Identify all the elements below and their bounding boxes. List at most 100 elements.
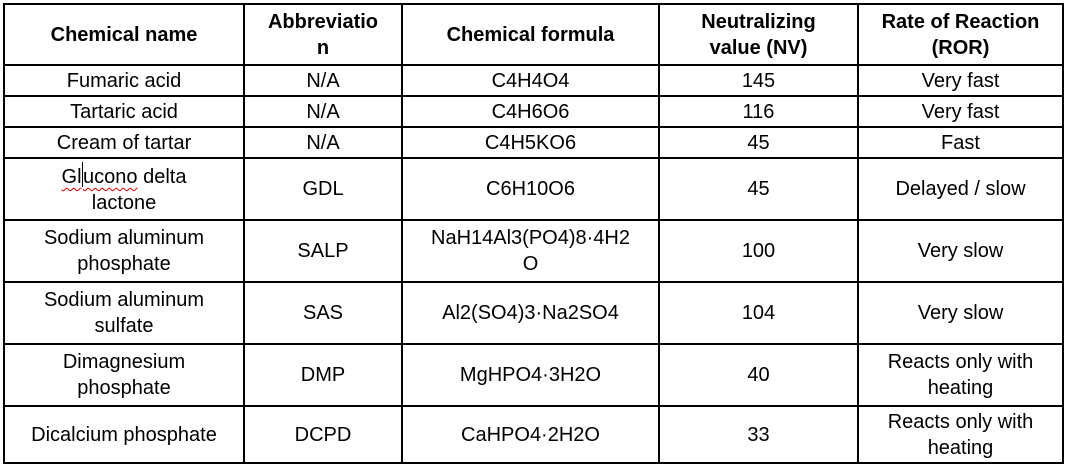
table-row: Cream of tartar N/A C4H5KO6 45 Fast bbox=[3, 126, 1064, 159]
cell-value: Sodium aluminum sulfate bbox=[43, 289, 205, 337]
cell-value: SALP bbox=[297, 240, 349, 262]
cell-abbreviation[interactable]: N/A bbox=[243, 126, 403, 159]
header-label: Neutralizing value (NV) bbox=[701, 10, 816, 59]
cell-value: Sodium aluminum phosphate bbox=[43, 227, 205, 275]
cell-ror[interactable]: Very slow bbox=[857, 281, 1064, 345]
cell-value: Dicalcium phosphate bbox=[31, 423, 217, 446]
cell-chemical-name[interactable]: Dicalcium phosphate bbox=[3, 405, 245, 464]
cell-abbreviation[interactable]: SAS bbox=[243, 281, 403, 345]
cell-chemical-name[interactable]: Sodium aluminum sulfate bbox=[3, 281, 245, 345]
glucono-line-1: Glucono delta bbox=[9, 162, 239, 190]
cell-nv[interactable]: 33 bbox=[658, 405, 859, 464]
line-remainder: delta bbox=[137, 166, 187, 188]
cell-value: CaHPO4·2H2O bbox=[461, 423, 600, 446]
word-fragment-before-cursor: Gl bbox=[61, 166, 82, 188]
cell-value: 45 bbox=[747, 178, 770, 200]
cell-value: Tartaric acid bbox=[70, 100, 178, 123]
cell-value: Al2(SO4)3·Na2SO4 bbox=[442, 302, 619, 324]
cell-value: C4H5KO6 bbox=[484, 131, 577, 154]
cell-chemical-name[interactable]: Cream of tartar bbox=[3, 126, 245, 159]
cell-ror[interactable]: Delayed / slow bbox=[857, 157, 1064, 221]
cell-nv[interactable]: 45 bbox=[658, 126, 859, 159]
cell-value: NaH14Al3(PO4)8·4H2 O bbox=[431, 227, 630, 275]
table-row: Sodium aluminum phosphate SALP NaH14Al3(… bbox=[3, 219, 1064, 283]
cell-value: MgHPO4·3H2O bbox=[459, 364, 602, 386]
header-neutralizing-value[interactable]: Neutralizing value (NV) bbox=[658, 3, 859, 66]
table-row: Dicalcium phosphate DCPD CaHPO4·2H2O 33 … bbox=[3, 405, 1064, 464]
cell-nv[interactable]: 145 bbox=[658, 64, 859, 97]
cell-nv[interactable]: 104 bbox=[658, 281, 859, 345]
cell-formula[interactable]: C4H4O4 bbox=[401, 64, 660, 97]
header-rate-of-reaction[interactable]: Rate of Reaction (ROR) bbox=[857, 3, 1064, 66]
cell-value: 45 bbox=[747, 131, 770, 154]
table-row: Glucono delta lactone GDL C6H10O6 45 Del… bbox=[3, 157, 1064, 221]
header-chemical-formula[interactable]: Chemical formula bbox=[401, 3, 660, 66]
header-chemical-name[interactable]: Chemical name bbox=[3, 3, 245, 66]
cell-formula[interactable]: Al2(SO4)3·Na2SO4 bbox=[401, 281, 660, 345]
cell-ror[interactable]: Very fast bbox=[857, 64, 1064, 97]
cell-nv[interactable]: 116 bbox=[658, 95, 859, 128]
cell-value: C6H10O6 bbox=[486, 178, 575, 200]
header-abbreviation[interactable]: Abbreviatio n bbox=[243, 3, 403, 66]
cell-ror[interactable]: Very fast bbox=[857, 95, 1064, 128]
cell-chemical-name[interactable]: Glucono delta lactone bbox=[3, 157, 245, 221]
cell-value: Reacts only with heating bbox=[887, 410, 1034, 459]
cell-abbreviation[interactable]: SALP bbox=[243, 219, 403, 283]
cell-value: 40 bbox=[747, 364, 770, 386]
cell-value: N/A bbox=[306, 69, 340, 92]
misspelled-word: Glucono bbox=[61, 162, 138, 188]
cell-value: Very slow bbox=[917, 302, 1004, 324]
cell-abbreviation[interactable]: N/A bbox=[243, 64, 403, 97]
table-header-row: Chemical name Abbreviatio n Chemical for… bbox=[3, 3, 1064, 66]
cell-value: DMP bbox=[300, 364, 346, 386]
cell-ror[interactable]: Fast bbox=[857, 126, 1064, 159]
cell-abbreviation[interactable]: GDL bbox=[243, 157, 403, 221]
cell-ror[interactable]: Very slow bbox=[857, 219, 1064, 283]
glucono-line-2: lactone bbox=[91, 192, 157, 214]
cell-formula[interactable]: C6H10O6 bbox=[401, 157, 660, 221]
cell-value: Very fast bbox=[921, 69, 1000, 92]
cell-nv[interactable]: 100 bbox=[658, 219, 859, 283]
cell-value: N/A bbox=[306, 131, 340, 154]
word-fragment-after-cursor: ucono bbox=[83, 166, 138, 188]
cell-value: Very fast bbox=[921, 100, 1000, 123]
header-label: Rate of Reaction (ROR) bbox=[881, 10, 1040, 59]
cell-value: 116 bbox=[742, 100, 775, 123]
cell-value: DCPD bbox=[294, 423, 352, 446]
cell-value: Cream of tartar bbox=[56, 131, 192, 154]
cell-formula[interactable]: MgHPO4·3H2O bbox=[401, 343, 660, 407]
header-label: Chemical name bbox=[50, 23, 198, 46]
header-label: Abbreviatio n bbox=[267, 10, 379, 59]
cell-chemical-name[interactable]: Dimagnesium phosphate bbox=[3, 343, 245, 407]
table-row: Fumaric acid N/A C4H4O4 145 Very fast bbox=[3, 64, 1064, 97]
cell-value: N/A bbox=[306, 100, 340, 123]
cell-nv[interactable]: 40 bbox=[658, 343, 859, 407]
cell-value: 104 bbox=[741, 302, 776, 324]
cell-value: Fast bbox=[941, 131, 980, 154]
table-row: Tartaric acid N/A C4H6O6 116 Very fast bbox=[3, 95, 1064, 128]
cell-formula[interactable]: C4H6O6 bbox=[401, 95, 660, 128]
cell-abbreviation[interactable]: N/A bbox=[243, 95, 403, 128]
cell-abbreviation[interactable]: DMP bbox=[243, 343, 403, 407]
cell-formula[interactable]: NaH14Al3(PO4)8·4H2 O bbox=[401, 219, 660, 283]
cell-value: SAS bbox=[302, 302, 344, 324]
cell-chemical-name[interactable]: Sodium aluminum phosphate bbox=[3, 219, 245, 283]
cell-ror[interactable]: Reacts only with heating bbox=[857, 343, 1064, 407]
cell-abbreviation[interactable]: DCPD bbox=[243, 405, 403, 464]
header-label: Chemical formula bbox=[446, 23, 615, 46]
cell-value: Fumaric acid bbox=[66, 69, 182, 92]
chemical-leavening-table: Chemical name Abbreviatio n Chemical for… bbox=[3, 3, 1064, 464]
cell-value: Reacts only with heating bbox=[887, 351, 1034, 399]
cell-nv[interactable]: 45 bbox=[658, 157, 859, 221]
cell-value: GDL bbox=[302, 178, 344, 200]
table-row: Dimagnesium phosphate DMP MgHPO4·3H2O 40… bbox=[3, 343, 1064, 407]
table-row: Sodium aluminum sulfate SAS Al2(SO4)3·Na… bbox=[3, 281, 1064, 345]
text-cursor bbox=[81, 162, 84, 187]
cell-formula[interactable]: CaHPO4·2H2O bbox=[401, 405, 660, 464]
cell-value: C4H4O4 bbox=[491, 69, 570, 92]
cell-chemical-name[interactable]: Tartaric acid bbox=[3, 95, 245, 128]
cell-formula[interactable]: C4H5KO6 bbox=[401, 126, 660, 159]
cell-ror[interactable]: Reacts only with heating bbox=[857, 405, 1064, 464]
cell-chemical-name[interactable]: Fumaric acid bbox=[3, 64, 245, 97]
